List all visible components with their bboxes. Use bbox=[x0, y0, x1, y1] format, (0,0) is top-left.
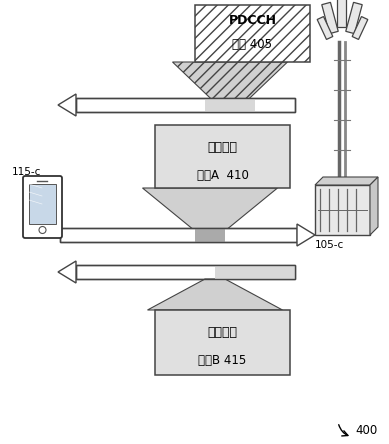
Polygon shape bbox=[172, 62, 287, 105]
Bar bbox=[60, 228, 297, 242]
Polygon shape bbox=[147, 279, 282, 310]
Bar bbox=[76, 265, 295, 279]
Bar bbox=[205, 98, 255, 112]
Bar bbox=[155, 125, 290, 188]
Polygon shape bbox=[297, 224, 315, 246]
Bar bbox=[215, 265, 295, 279]
Text: 消息A  410: 消息A 410 bbox=[196, 169, 249, 182]
Bar bbox=[76, 98, 295, 112]
Circle shape bbox=[39, 226, 46, 234]
Text: 消息 405: 消息 405 bbox=[233, 39, 273, 52]
Bar bbox=[352, 16, 368, 40]
Text: 消息B 415: 消息B 415 bbox=[198, 353, 247, 366]
Bar bbox=[60, 228, 297, 242]
Polygon shape bbox=[142, 188, 277, 235]
Bar bbox=[195, 5, 310, 62]
Bar bbox=[346, 2, 362, 34]
Bar bbox=[338, 0, 347, 27]
Text: 随机接入: 随机接入 bbox=[207, 325, 238, 338]
Bar bbox=[29, 184, 56, 224]
Polygon shape bbox=[58, 94, 76, 116]
Bar bbox=[322, 2, 338, 34]
Text: 400: 400 bbox=[355, 424, 377, 436]
Polygon shape bbox=[58, 261, 76, 283]
Bar bbox=[76, 98, 295, 112]
Bar bbox=[317, 16, 333, 40]
Polygon shape bbox=[370, 177, 378, 235]
Bar bbox=[155, 310, 290, 375]
Text: PDCCH: PDCCH bbox=[228, 15, 277, 28]
Bar bbox=[76, 265, 295, 279]
Text: 随机接入: 随机接入 bbox=[207, 140, 238, 154]
Text: 105-c: 105-c bbox=[315, 240, 344, 250]
Bar bbox=[195, 228, 225, 242]
Bar bbox=[315, 185, 370, 235]
FancyBboxPatch shape bbox=[23, 176, 62, 238]
Polygon shape bbox=[315, 177, 378, 185]
Text: 115-c: 115-c bbox=[12, 167, 41, 177]
